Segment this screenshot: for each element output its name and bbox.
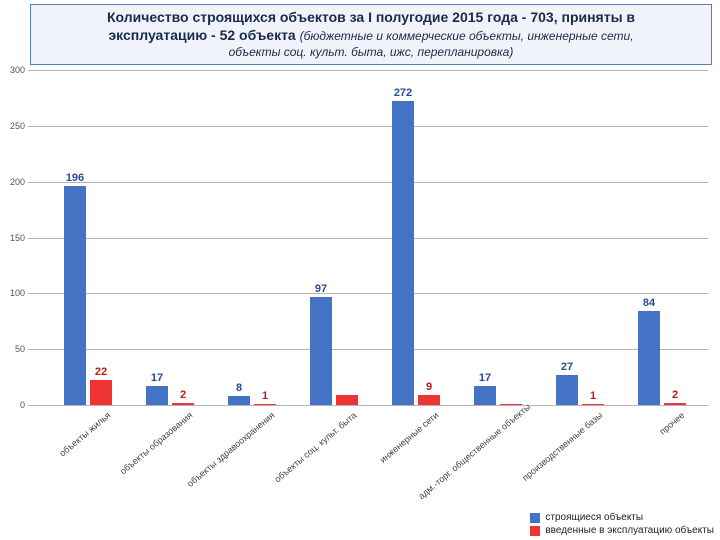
bar-series-1 <box>310 297 332 405</box>
gridline <box>28 238 708 239</box>
bar-label-s2: 1 <box>245 390 285 402</box>
chart-area: 05010015020025030019622объекты жилья172о… <box>28 70 708 425</box>
title-line-2-bold: эксплуатацию - 52 объекта <box>108 27 299 43</box>
gridline <box>28 349 708 350</box>
bar-label-s2: 1 <box>573 390 613 402</box>
gridline <box>28 293 708 294</box>
legend-label-2: введенные в эксплуатацию объекты <box>545 525 714 536</box>
y-tick-label: 100 <box>3 288 25 298</box>
title-line-1: Количество строящихся объектов за I полу… <box>41 9 701 27</box>
legend-label-1: строящиеся объекты <box>545 512 643 523</box>
bar-label-s1: 27 <box>547 361 587 373</box>
bar-label-s1: 196 <box>55 172 95 184</box>
bar-label-s1: 84 <box>629 297 669 309</box>
legend-item-1: строящиеся объекты <box>530 512 714 523</box>
title-line-2-italic: (бюджетные и коммерческие объекты, инжен… <box>300 29 634 43</box>
bar-series-2 <box>172 403 194 405</box>
bar-label-s1: 17 <box>465 372 505 384</box>
y-tick-label: 300 <box>3 65 25 75</box>
bar-series-2 <box>90 380 112 405</box>
y-tick-label: 150 <box>3 233 25 243</box>
bar-series-2 <box>254 404 276 405</box>
y-tick-label: 200 <box>3 177 25 187</box>
bar-series-2 <box>336 395 358 405</box>
bar-label-s2: 2 <box>655 389 695 401</box>
bar-series-2 <box>582 404 604 405</box>
bar-series-1 <box>392 101 414 405</box>
y-tick-label: 250 <box>3 121 25 131</box>
bar-series-2 <box>500 404 522 405</box>
bar-label-s2: 9 <box>409 381 449 393</box>
bar-series-2 <box>418 395 440 405</box>
bar-label-s2: 2 <box>163 389 203 401</box>
gridline <box>28 70 708 71</box>
bar-series-2 <box>664 403 686 405</box>
y-tick-label: 0 <box>3 400 25 410</box>
bar-label-s1: 17 <box>137 372 177 384</box>
bar-label-s2: 22 <box>81 366 121 378</box>
bar-label-s1: 272 <box>383 87 423 99</box>
chart-title-box: Количество строящихся объектов за I полу… <box>30 4 712 65</box>
legend-item-2: введенные в эксплуатацию объекты <box>530 525 714 536</box>
bar-series-1 <box>474 386 496 405</box>
legend-swatch-1 <box>530 513 540 523</box>
gridline <box>28 126 708 127</box>
title-line-3: объекты соц. культ. быта, ижс, переплани… <box>41 45 701 60</box>
gridline <box>28 182 708 183</box>
plot: 05010015020025030019622объекты жилья172о… <box>28 70 708 405</box>
bar-label-s1: 97 <box>301 283 341 295</box>
legend: строящиеся объекты введенные в эксплуата… <box>530 510 714 536</box>
legend-swatch-2 <box>530 526 540 536</box>
y-tick-label: 50 <box>3 344 25 354</box>
gridline <box>28 405 708 406</box>
title-line-2: эксплуатацию - 52 объекта (бюджетные и к… <box>41 27 701 45</box>
